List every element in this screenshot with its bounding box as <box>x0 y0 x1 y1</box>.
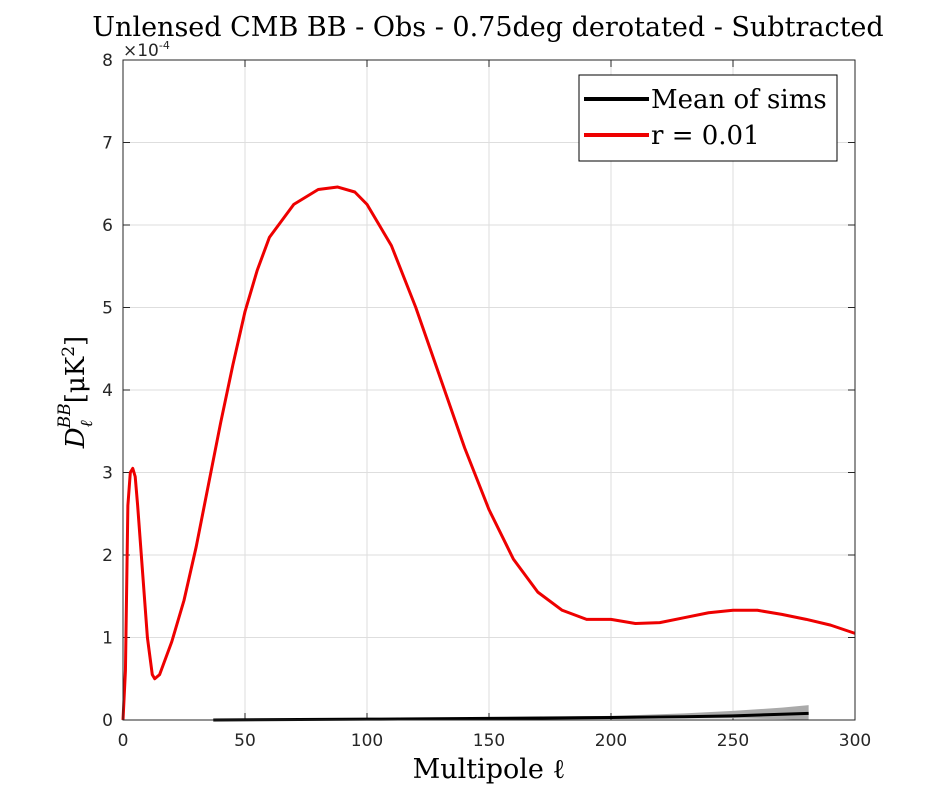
y-label-sup: BB <box>55 403 75 429</box>
legend-label: r = 0.01 <box>651 121 760 151</box>
y-tick-label: 0 <box>102 711 113 731</box>
y-tick-label: 3 <box>102 464 113 484</box>
x-tick-label: 0 <box>118 731 129 751</box>
x-tick-label: 50 <box>234 731 256 751</box>
y-tick-label: 2 <box>102 546 113 566</box>
y-exponent-base: ×10 <box>123 41 159 61</box>
x-tick-label: 200 <box>595 731 627 751</box>
series-line <box>213 711 809 722</box>
y-label-sub: ℓ <box>77 420 97 427</box>
chart-title: Unlensed CMB BB - Obs - 0.75deg derotate… <box>92 12 883 43</box>
y-label-close: ] <box>61 336 91 346</box>
x-axis-label: Multipole ℓ <box>413 754 566 785</box>
series-line <box>121 185 856 721</box>
y-exponent: ×10-4 <box>123 39 170 61</box>
y-tick-label: 8 <box>102 51 113 71</box>
x-tick-label: 100 <box>351 731 383 751</box>
y-label-main: D <box>61 427 91 449</box>
y-exponent-power: -4 <box>159 39 170 52</box>
y-tick-label: 7 <box>102 134 113 154</box>
y-tick-label: 6 <box>102 216 113 236</box>
y-label-unit-sup: 2 <box>59 346 79 357</box>
x-tick-label: 300 <box>839 731 871 751</box>
legend-label: Mean of sims <box>651 85 827 115</box>
axes-box <box>122 59 856 721</box>
y-tick-label: 5 <box>102 299 113 319</box>
x-tick-label: 250 <box>717 731 749 751</box>
y-tick-label: 4 <box>102 381 113 401</box>
legend-box <box>578 74 838 162</box>
y-label-unit: [μK <box>61 356 91 403</box>
y-tick-label: 1 <box>102 629 113 649</box>
y-axis-label: DℓBB[μK2] <box>55 336 97 449</box>
x-tick-label: 150 <box>473 731 505 751</box>
